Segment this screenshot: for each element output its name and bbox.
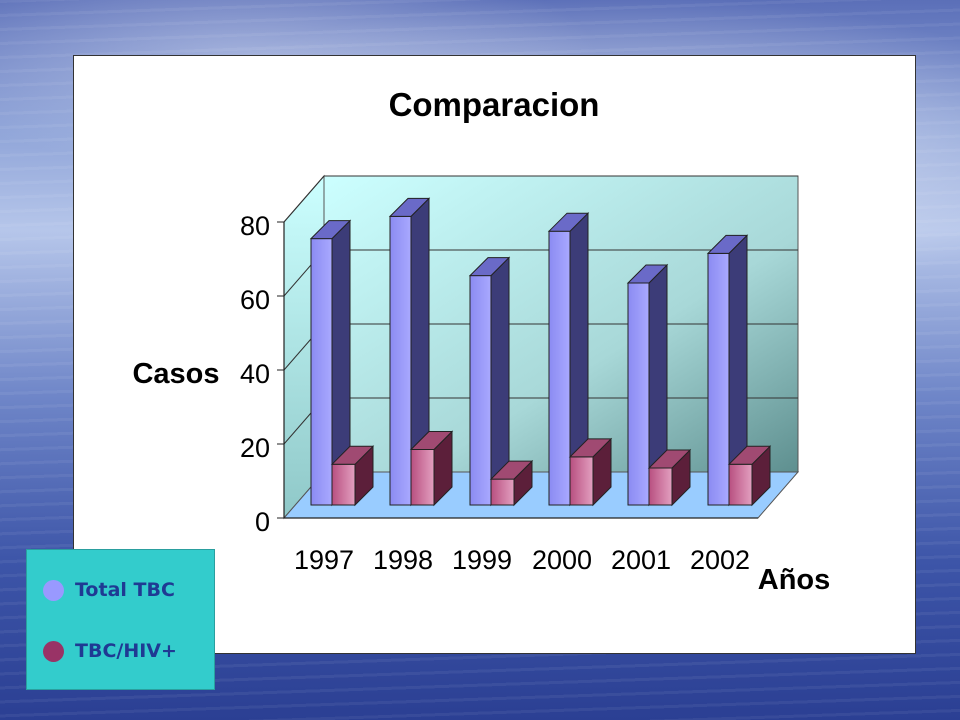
legend-swatch [43,579,64,601]
bar-total-tbc [468,256,511,507]
bar-tbc-hiv-front [490,478,515,506]
legend-label: TBC/HIV+ [75,640,177,662]
y-tick-label: 40 [240,359,270,389]
x-tick-label: 2000 [532,545,592,575]
bar-total-tbc-top [547,212,590,232]
x-axis-label: Años [758,564,831,596]
x-tick-label: 1998 [373,545,433,575]
chart-panel: Comparacion 0 20 40 60 80 Casos 1997 199… [73,55,916,654]
bars [277,197,772,519]
bar-total-tbc-front [707,252,730,506]
bar-total-tbc [547,211,590,507]
chart-title: Comparacion [389,86,600,123]
y-axis-ticks: 0 20 40 60 80 [240,211,270,537]
bar-tbc-hiv-front [331,463,356,506]
x-tick-label: 1997 [294,545,354,575]
bar-tbc-hiv-top [568,438,613,458]
bar-tbc-hiv [647,448,692,507]
bar-tbc-hiv [489,459,534,507]
y-tick-label: 20 [240,433,270,463]
x-axis-ticks: 1997 1998 1999 2000 2001 2002 [294,545,750,575]
bar-tbc-hiv [330,445,375,507]
bar-tbc-hiv-top [489,460,534,480]
bar-total-tbc-top [468,257,511,277]
bar-total-tbc-front [389,215,412,506]
legend-item-tbc-hiv: TBC/HIV+ [43,640,177,662]
legend-swatch [43,640,64,662]
y-tick-label: 60 [240,285,270,315]
bar-total-tbc-front [548,230,571,506]
x-tick-label: 2002 [690,545,750,575]
bar-tbc-hiv-front [728,463,753,506]
bar-total-tbc [309,219,352,507]
x-tick-label: 1999 [452,545,512,575]
bar-tbc-hiv [568,437,613,507]
bar-total-tbc-top [626,264,669,284]
chart-svg: Comparacion 0 20 40 60 80 Casos 1997 199… [132,86,831,596]
bar-tbc-hiv-front [648,467,673,506]
gridline [283,175,325,223]
y-tick-label: 80 [240,211,270,241]
bar-tbc-hiv-top [330,445,375,465]
bar-total-tbc [706,234,749,507]
bar-tbc-hiv [409,430,454,507]
legend-label: Total TBC [75,579,175,601]
y-axis-label: Casos [132,358,219,390]
x-tick-label: 2001 [611,545,671,575]
bar-tbc-hiv [727,445,772,507]
bar-tbc-hiv-top [727,445,772,465]
bar-total-tbc [388,197,431,507]
legend: Total TBC TBC/HIV+ [26,549,215,690]
bar-total-tbc-front [627,282,650,506]
bar-total-tbc-top [706,234,749,254]
bar-tbc-hiv-top [647,449,692,469]
y-tick-label: 0 [255,507,270,537]
legend-item-total-tbc: Total TBC [43,579,175,601]
bar-total-tbc-front [310,238,333,506]
bar-total-tbc-top [388,197,431,217]
bar-tbc-hiv-front [410,449,435,506]
bar-total-tbc-top [309,220,352,240]
bar-tbc-hiv-top [409,431,454,450]
bar-total-tbc [626,263,669,507]
bar-tbc-hiv-front [569,456,594,506]
bar-total-tbc-front [469,275,492,506]
